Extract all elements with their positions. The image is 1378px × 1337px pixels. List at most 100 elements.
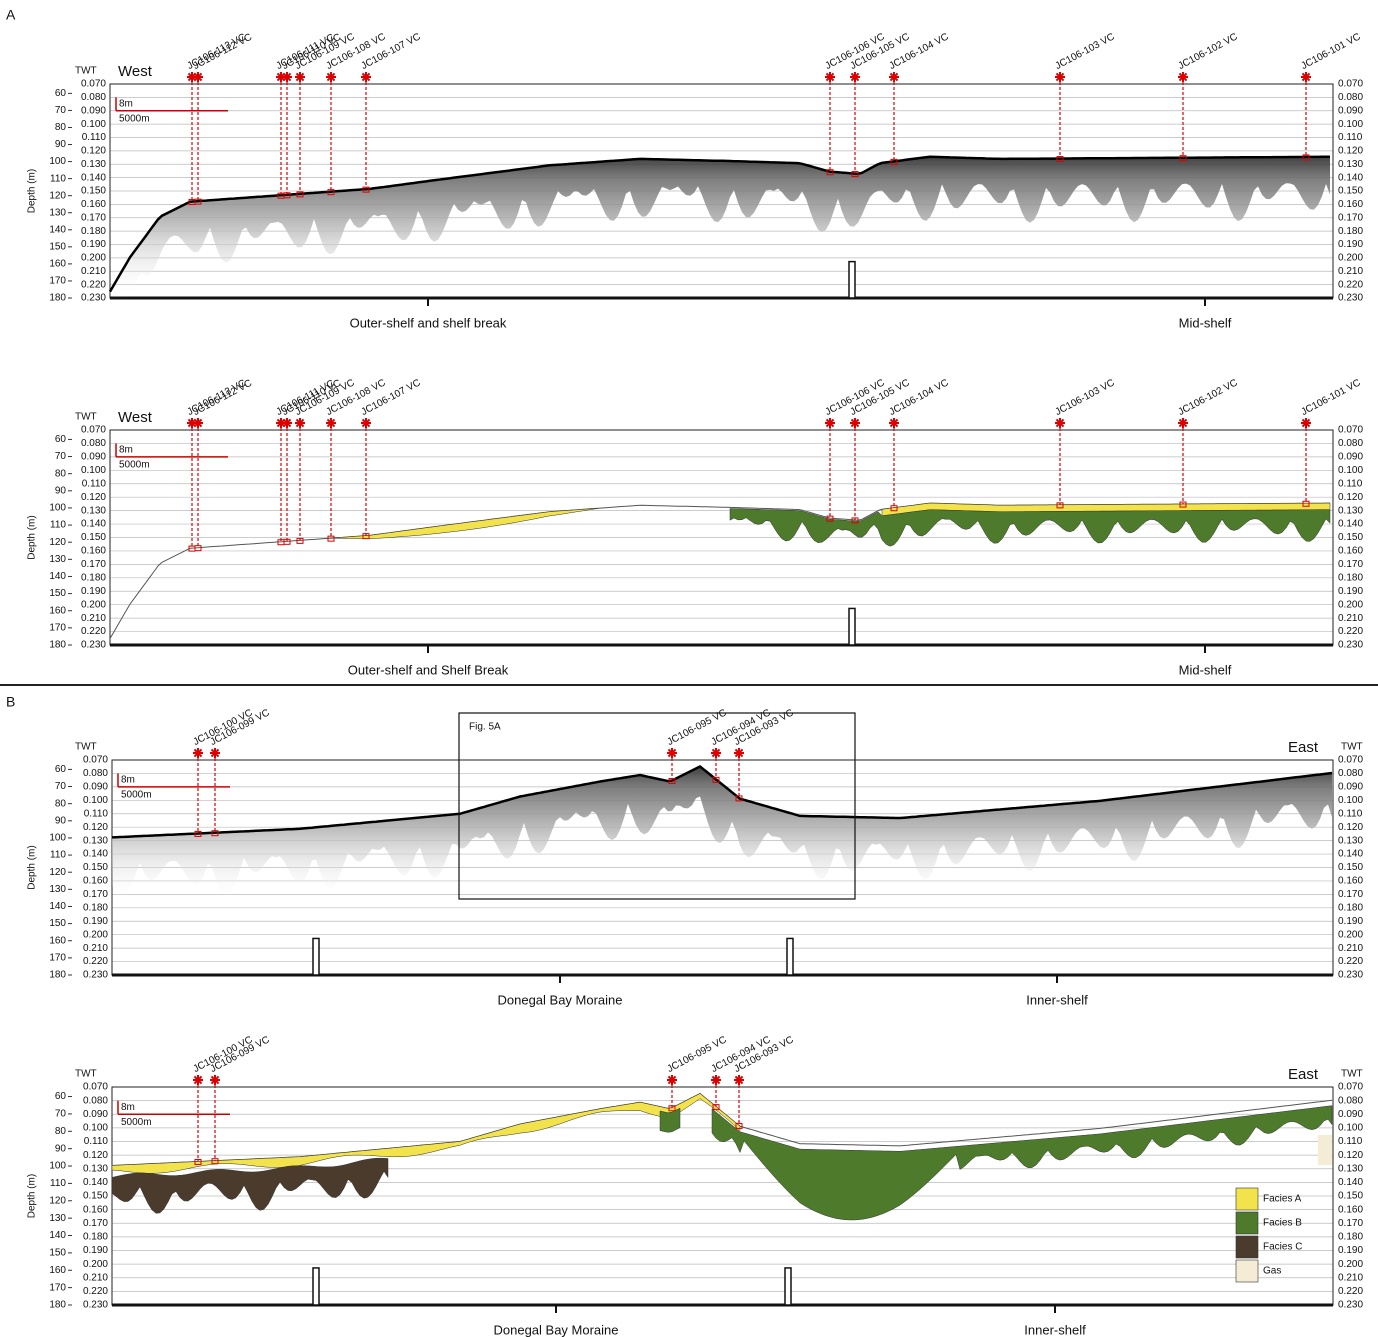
twt-tick-label: 0.230 (81, 640, 106, 651)
depth-tick-label: 120 (49, 1195, 66, 1206)
twt-tick-label: 0.200 (1338, 599, 1363, 610)
twt-tick-label: 0.150 (83, 862, 108, 873)
axis-title: TWT (75, 1069, 97, 1080)
twt-tick-label: 0.210 (1338, 1272, 1363, 1283)
region-label: Outer-shelf and shelf break (350, 315, 507, 330)
depth-tick-label: 150 (49, 1248, 66, 1259)
depth-tick-label: 170 (49, 1282, 66, 1293)
twt-tick-label: 0.180 (81, 572, 106, 583)
twt-tick-label: 0.130 (83, 1163, 108, 1174)
twt-tick-label: 0.190 (83, 916, 108, 927)
seismic-reflection (112, 766, 1332, 901)
twt-tick-label: 0.120 (1338, 146, 1363, 157)
facies-c (111, 1157, 389, 1214)
core-star (1178, 72, 1188, 82)
twt-tick-label: 0.210 (1338, 613, 1363, 624)
twt-tick-label: 0.160 (83, 1204, 108, 1215)
twt-tick-label: 0.120 (83, 1150, 108, 1161)
twt-tick-label: 0.190 (83, 1245, 108, 1256)
core-sample (194, 198, 202, 205)
region-label: Inner-shelf (1026, 992, 1088, 1007)
scale-label: 8m (121, 1102, 135, 1113)
core-sample (1302, 500, 1310, 507)
core-sample (1179, 501, 1187, 508)
twt-tick-label: 0.100 (1338, 795, 1363, 806)
legend-label: Facies C (1263, 1242, 1302, 1253)
core-star (850, 418, 860, 428)
panel-label: A (6, 7, 16, 23)
depth-tick-label: 140 (49, 901, 66, 912)
depth-tick-label: 130 (49, 207, 66, 218)
depth-tick-label: 180 (49, 970, 66, 981)
core-sample (1056, 502, 1064, 509)
facies-a (329, 508, 599, 539)
depth-tick-label: 150 (49, 588, 66, 599)
depth-tick-label: 60 (55, 764, 67, 775)
twt-tick-label: 0.110 (84, 1136, 109, 1147)
core-sample (712, 776, 720, 783)
depth-tick-label: 170 (49, 953, 66, 964)
legend-label: Facies A (1263, 1194, 1302, 1205)
core-sample (211, 1158, 219, 1165)
twt-tick-label: 0.200 (83, 1259, 108, 1270)
twt-tick-label: 0.080 (1338, 768, 1363, 779)
twt-tick-label: 0.190 (1338, 586, 1363, 597)
core-star (193, 748, 203, 758)
twt-tick-label: 0.150 (1338, 532, 1363, 543)
twt-tick-label: 0.140 (83, 1177, 108, 1188)
core-star (734, 748, 744, 758)
twt-tick-label: 0.110 (84, 808, 109, 819)
twt-tick-label: 0.090 (81, 105, 106, 116)
twt-tick-label: 0.170 (1338, 212, 1363, 223)
scale-label: 5000m (121, 790, 152, 801)
region-label: Donegal Bay Moraine (493, 1322, 618, 1337)
depth-tick-label: 180 (49, 640, 66, 651)
depth-tick-label: 110 (50, 520, 66, 531)
twt-tick-label: 0.160 (1338, 546, 1363, 557)
twt-tick-label: 0.090 (1338, 452, 1363, 463)
twt-tick-label: 0.160 (1338, 1204, 1363, 1215)
depth-tick-label: 120 (49, 867, 66, 878)
twt-tick-label: 0.200 (1338, 1259, 1363, 1270)
core-star (889, 72, 899, 82)
twt-tick-label: 0.110 (1338, 808, 1363, 819)
twt-tick-label: 0.200 (83, 929, 108, 940)
twt-tick-label: 0.080 (1338, 1095, 1363, 1106)
core-star (1055, 418, 1065, 428)
core-sample (296, 191, 304, 198)
twt-tick-label: 0.070 (83, 1082, 108, 1093)
core-sample (668, 1105, 676, 1112)
twt-tick-label: 0.170 (1338, 889, 1363, 900)
twt-tick-label: 0.220 (1338, 626, 1363, 637)
twt-tick-label: 0.070 (81, 79, 106, 90)
twt-tick-label: 0.130 (1338, 505, 1363, 516)
core-sample (362, 533, 370, 540)
twt-tick-label: 0.120 (1338, 492, 1363, 503)
core-sample (1056, 156, 1064, 163)
region-label: Inner-shelf (1024, 1322, 1086, 1337)
depth-tick-label: 130 (49, 554, 66, 565)
twt-tick-label: 0.130 (81, 505, 106, 516)
twt-tick-label: 0.230 (83, 1300, 108, 1311)
core-star (825, 72, 835, 82)
core-star (1301, 72, 1311, 82)
seafloor (111, 765, 1333, 839)
depth-tick-label: 140 (49, 224, 66, 235)
depth-tick-label: 110 (50, 173, 66, 184)
twt-tick-label: 0.160 (1338, 876, 1363, 887)
core-star (850, 72, 860, 82)
depth-tick-label: 170 (49, 623, 66, 634)
depth-tick-label: 80 (55, 468, 67, 479)
twt-tick-label: 0.070 (1338, 1082, 1363, 1093)
twt-tick-label: 0.220 (81, 626, 106, 637)
depth-tick-label: 90 (55, 139, 67, 150)
twt-tick-label: 0.140 (83, 849, 108, 860)
core-star (734, 1075, 744, 1085)
twt-tick-label: 0.190 (81, 239, 106, 250)
facies-a (881, 502, 1331, 516)
twt-tick-label: 0.150 (83, 1191, 108, 1202)
twt-tick-label: 0.190 (81, 586, 106, 597)
twt-tick-label: 0.080 (81, 92, 106, 103)
depth-tick-label: 170 (49, 276, 66, 287)
twt-tick-label: 0.140 (1338, 172, 1363, 183)
